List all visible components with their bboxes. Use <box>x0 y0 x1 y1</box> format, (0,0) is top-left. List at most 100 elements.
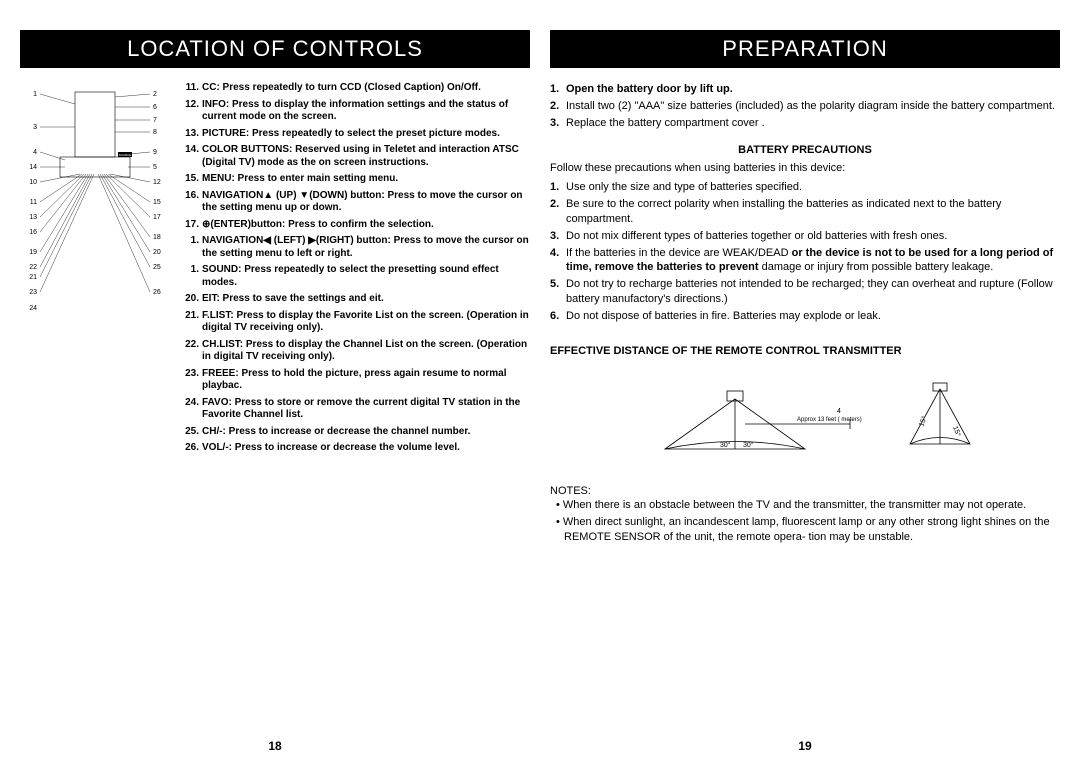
control-num: 20. <box>180 293 202 306</box>
notes-title: NOTES: <box>550 484 1060 499</box>
precaution-item: 5.Do not try to recharge batteries not i… <box>550 277 1060 307</box>
distance-4: 4 <box>837 408 841 415</box>
svg-text:6: 6 <box>153 104 157 111</box>
control-num: 16. <box>180 190 202 215</box>
distance-approx: Approx 13 feet ( meters) <box>797 417 862 423</box>
control-num: 17. <box>180 219 202 232</box>
notes-list: When there is an obstacle between the TV… <box>550 498 1060 545</box>
control-num: 15. <box>180 173 202 186</box>
control-text: CC: Press repeatedly to turn CCD (Closed… <box>202 82 530 95</box>
precaution-text: Do not mix different types of batteries … <box>566 229 947 244</box>
install-step: 1.Open the battery door by lift up. <box>550 82 1060 97</box>
control-text: SOUND: Press repeatedly to select the pr… <box>202 264 530 289</box>
control-text: FAVO: Press to store or remove the curre… <box>202 397 530 422</box>
control-num: 13. <box>180 128 202 141</box>
svg-text:10: 10 <box>29 179 37 186</box>
control-item: 13.PICTURE: Press repeatedly to select t… <box>180 128 530 141</box>
precaution-text: Be sure to the correct polarity when ins… <box>566 197 1060 227</box>
control-num: 25. <box>180 426 202 439</box>
control-text: EIT: Press to save the settings and eit. <box>202 293 530 306</box>
control-item: 26.VOL/-: Press to increase or decrease … <box>180 442 530 455</box>
control-num: 1. <box>180 235 202 260</box>
control-text: CH/-: Press to increase or decrease the … <box>202 426 530 439</box>
precaution-num: 1. <box>550 180 566 195</box>
step-num: 1. <box>550 82 566 97</box>
control-text: INFO: Press to display the information s… <box>202 99 530 124</box>
step-text: Open the battery door by lift up. <box>566 82 733 97</box>
control-item: 25.CH/-: Press to increase or decrease t… <box>180 426 530 439</box>
precaution-num: 3. <box>550 229 566 244</box>
battery-precautions-title: BATTERY PRECAUTIONS <box>550 143 1060 158</box>
control-num: 12. <box>180 99 202 124</box>
svg-text:1: 1 <box>33 91 37 98</box>
control-item: 24.FAVO: Press to store or remove the cu… <box>180 397 530 422</box>
svg-text:24: 24 <box>29 305 37 312</box>
install-steps: 1.Open the battery door by lift up.2.Ins… <box>550 82 1060 131</box>
precaution-item: 3.Do not mix different types of batterie… <box>550 229 1060 244</box>
svg-text:23: 23 <box>29 289 37 296</box>
svg-text:19: 19 <box>29 249 37 256</box>
control-num: 11. <box>180 82 202 95</box>
control-num: 22. <box>180 339 202 364</box>
svg-text:18: 18 <box>153 234 161 241</box>
precaution-text: Do not dispose of batteries in fire. Bat… <box>566 309 881 324</box>
header-location-of-controls: LOCATION OF CONTROLS <box>20 30 530 68</box>
control-num: 24. <box>180 397 202 422</box>
control-text: PICTURE: Press repeatedly to select the … <box>202 128 530 141</box>
control-item: 21.F.LIST: Press to display the Favorite… <box>180 310 530 335</box>
left-body: SOURCE <box>20 82 530 739</box>
control-item: 15.MENU: Press to enter main setting men… <box>180 173 530 186</box>
control-item: 16.NAVIGATION▲ (UP) ▼(DOWN) button: Pres… <box>180 190 530 215</box>
distance-diagram: 30° 30° Approx 13 feet ( meters) 4 15° 1… <box>550 379 1060 474</box>
svg-text:17: 17 <box>153 214 161 221</box>
precaution-item: 6.Do not dispose of batteries in fire. B… <box>550 309 1060 324</box>
right-body: 1.Open the battery door by lift up.2.Ins… <box>550 82 1060 739</box>
precaution-text: Use only the size and type of batteries … <box>566 180 802 195</box>
control-text: NAVIGATION▲ (UP) ▼(DOWN) button: Press t… <box>202 190 530 215</box>
control-text: VOL/-: Press to increase or decrease the… <box>202 442 530 455</box>
control-item: 1.NAVIGATION◀ (LEFT) ▶(RIGHT) button: Pr… <box>180 235 530 260</box>
install-step: 2.Install two (2) "AAA" size batteries (… <box>550 99 1060 114</box>
header-preparation: PREPARATION <box>550 30 1060 68</box>
control-num: 1. <box>180 264 202 289</box>
precaution-item: 4.If the batteries in the device are WEA… <box>550 246 1060 276</box>
controls-list: 11.CC: Press repeatedly to turn CCD (Clo… <box>180 82 530 739</box>
svg-text:21: 21 <box>29 274 37 281</box>
control-text: CH.LIST: Press to display the Channel Li… <box>202 339 530 364</box>
page-right: PREPARATION 1.Open the battery door by l… <box>550 30 1060 753</box>
angle-h-left: 30° <box>720 441 731 449</box>
svg-text:8: 8 <box>153 129 157 136</box>
control-item: 23.FREEE: Press to hold the picture, pre… <box>180 368 530 393</box>
angle-v-left: 15° <box>917 414 928 427</box>
precaution-text: Do not try to recharge batteries not int… <box>566 277 1060 307</box>
control-num: 14. <box>180 144 202 169</box>
control-num: 23. <box>180 368 202 393</box>
remote-diagram: SOURCE <box>20 82 170 739</box>
control-item: 14.COLOR BUTTONS: Reserved using in Tele… <box>180 144 530 169</box>
note-item: When direct sunlight, an incandescent la… <box>556 515 1060 545</box>
svg-text:15: 15 <box>153 199 161 206</box>
step-text: Install two (2) "AAA" size batteries (in… <box>566 99 1055 114</box>
control-text: ⊕(ENTER)button: Press to confirm the sel… <box>202 219 530 232</box>
control-num: 21. <box>180 310 202 335</box>
page-number-right: 19 <box>550 739 1060 753</box>
control-text: MENU: Press to enter main setting menu. <box>202 173 530 186</box>
svg-text:3: 3 <box>33 124 37 131</box>
svg-text:16: 16 <box>29 229 37 236</box>
precaution-num: 2. <box>550 197 566 227</box>
control-item: 1.SOUND: Press repeatedly to select the … <box>180 264 530 289</box>
step-num: 2. <box>550 99 566 114</box>
control-text: FREEE: Press to hold the picture, press … <box>202 368 530 393</box>
control-item: 12.INFO: Press to display the informatio… <box>180 99 530 124</box>
page-number-left: 18 <box>20 739 530 753</box>
control-item: 17.⊕(ENTER)button: Press to confirm the … <box>180 219 530 232</box>
precaution-text: If the batteries in the device are WEAK/… <box>566 246 1060 276</box>
install-step: 3.Replace the battery compartment cover … <box>550 116 1060 131</box>
angle-h-right: 30° <box>743 441 754 449</box>
page-left: LOCATION OF CONTROLS SOURCE <box>20 30 530 753</box>
control-text: COLOR BUTTONS: Reserved using in Teletet… <box>202 144 530 169</box>
svg-text:14: 14 <box>29 164 37 171</box>
precaution-num: 6. <box>550 309 566 324</box>
svg-text:5: 5 <box>153 164 157 171</box>
precaution-item: 2.Be sure to the correct polarity when i… <box>550 197 1060 227</box>
